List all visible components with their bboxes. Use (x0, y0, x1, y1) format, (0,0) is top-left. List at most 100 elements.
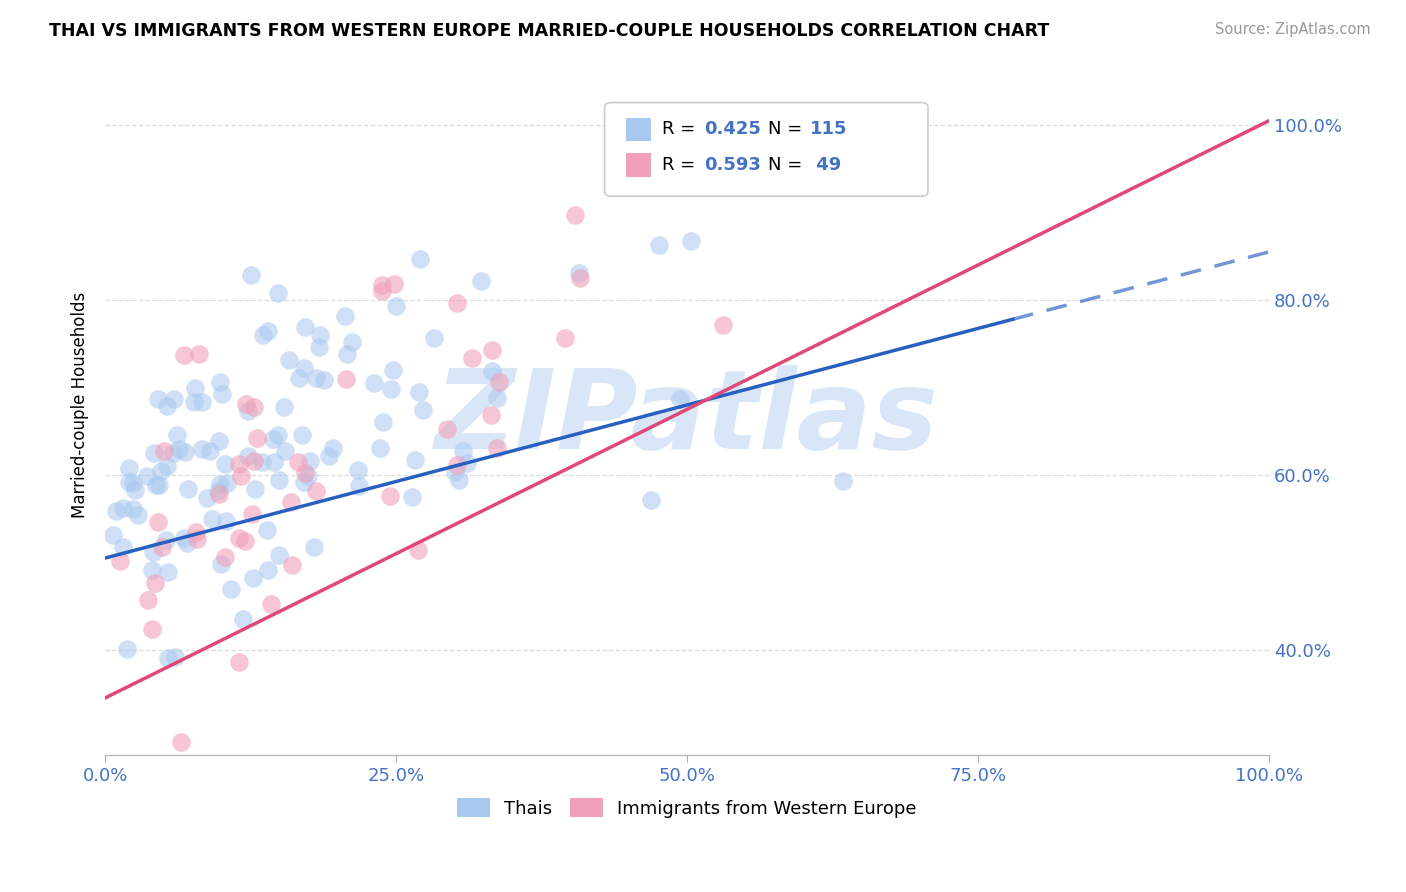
Point (267, 427, 290, 442)
Point (235, 397, 257, 411)
Point (336, 347, 359, 361)
Point (436, 422, 458, 436)
Point (142, 445, 165, 459)
Point (228, 457, 250, 471)
Point (271, 809, 294, 823)
Point (669, 392, 692, 407)
Point (104, 504, 127, 518)
Point (406, 543, 429, 558)
Point (166, 428, 188, 442)
Point (292, 360, 315, 375)
Point (711, 318, 734, 332)
Point (260, 597, 283, 611)
Point (401, 490, 423, 504)
Point (347, 462, 370, 476)
Point (173, 348, 195, 362)
Point (314, 373, 336, 387)
Text: 0.593: 0.593 (704, 156, 761, 174)
Point (143, 575, 166, 590)
Point (256, 324, 278, 338)
Point (290, 428, 312, 442)
Point (278, 353, 301, 368)
Point (564, 208, 586, 222)
Point (256, 523, 278, 537)
Point (832, 474, 855, 488)
Point (103, 527, 125, 541)
Point (201, 512, 224, 526)
Point (257, 563, 280, 577)
Point (163, 650, 186, 665)
Point (142, 545, 165, 559)
Point (252, 327, 274, 342)
Point (267, 548, 290, 562)
Point (191, 394, 214, 409)
Point (801, 131, 824, 145)
Point (162, 392, 184, 406)
Point (368, 441, 391, 455)
Point (382, 363, 405, 377)
Point (456, 456, 478, 470)
Point (412, 402, 434, 417)
Point (305, 371, 328, 385)
Point (640, 492, 662, 507)
Point (157, 566, 180, 580)
Point (111, 540, 134, 554)
Point (288, 371, 311, 385)
Point (141, 622, 163, 636)
Point (481, 343, 503, 358)
Point (287, 455, 309, 469)
Point (219, 582, 242, 596)
Text: R =: R = (662, 156, 702, 174)
Point (305, 484, 328, 499)
Point (446, 295, 468, 310)
Text: N =: N = (768, 156, 807, 174)
Point (117, 641, 139, 656)
Point (214, 550, 236, 565)
Point (233, 534, 256, 549)
Text: 0.425: 0.425 (704, 120, 761, 138)
Point (679, 235, 702, 249)
Point (162, 446, 184, 460)
Point (111, 501, 134, 516)
Point (486, 441, 509, 455)
Point (236, 404, 259, 418)
Legend: Thais, Immigrants from Western Europe: Thais, Immigrants from Western Europe (450, 791, 924, 825)
Point (108, 554, 131, 568)
Point (122, 501, 145, 516)
Point (207, 434, 229, 448)
Point (470, 274, 492, 288)
Point (156, 651, 179, 665)
Point (308, 339, 330, 353)
Point (294, 466, 316, 480)
Point (267, 285, 290, 300)
Text: R =: R = (662, 120, 702, 138)
Point (188, 347, 211, 361)
Point (294, 319, 316, 334)
Point (242, 454, 264, 468)
Point (228, 531, 250, 545)
Point (488, 375, 510, 389)
Point (207, 484, 229, 499)
Point (380, 382, 402, 396)
Point (242, 572, 264, 586)
Point (347, 478, 370, 492)
Point (136, 469, 159, 483)
Point (371, 277, 394, 292)
Point (239, 268, 262, 283)
Point (569, 271, 592, 285)
Point (155, 533, 177, 548)
Point (156, 458, 179, 473)
Point (148, 478, 170, 492)
Point (274, 444, 297, 458)
Point (183, 394, 205, 409)
Point (127, 508, 149, 522)
Point (309, 328, 332, 343)
Point (145, 477, 167, 491)
Point (240, 507, 263, 521)
Point (385, 299, 408, 313)
Point (141, 563, 163, 577)
Point (118, 461, 141, 475)
Point (479, 409, 502, 423)
Point (198, 444, 221, 458)
Point (232, 612, 254, 626)
